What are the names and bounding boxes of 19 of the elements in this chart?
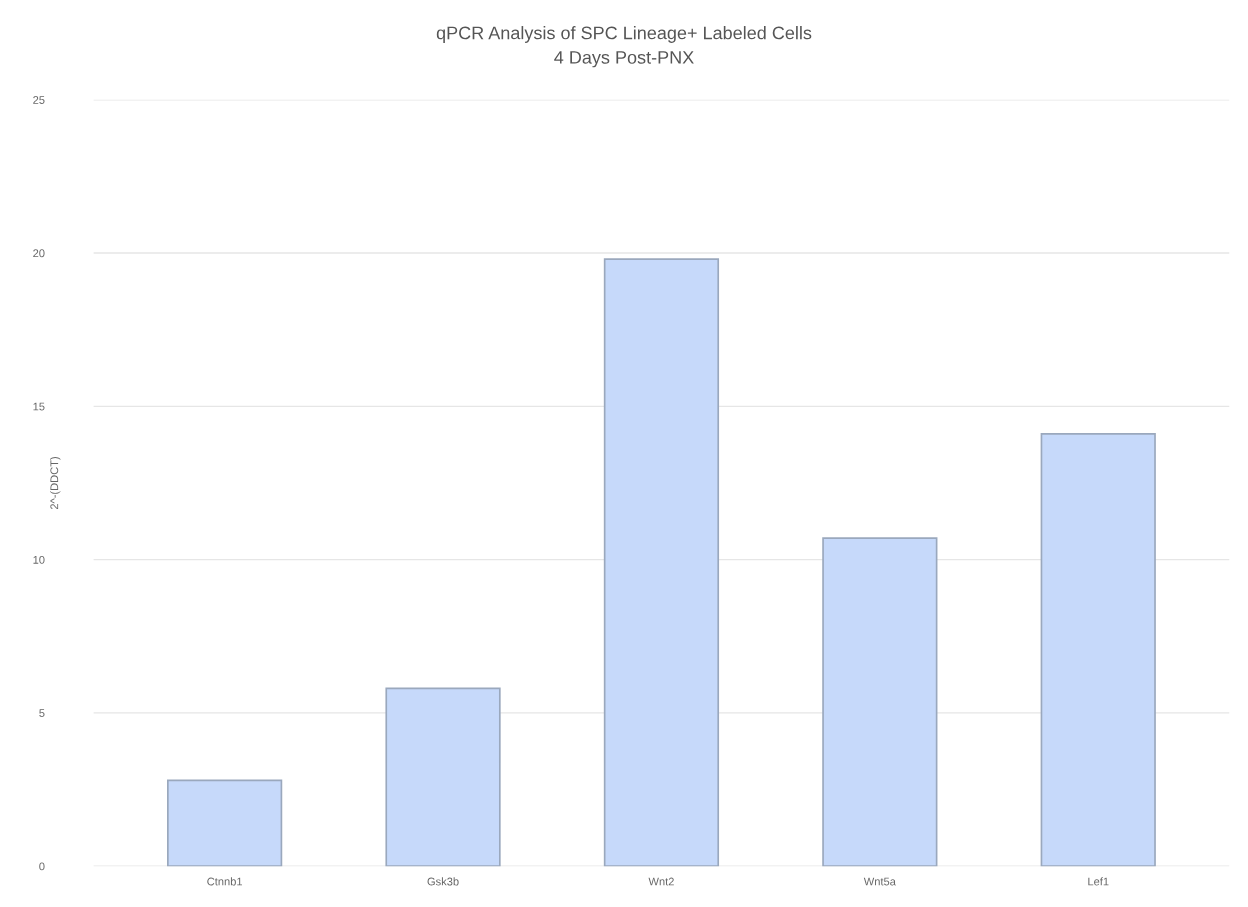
bar (603, 258, 720, 867)
y-tick-label: 0 (39, 862, 45, 871)
bar (167, 779, 283, 867)
y-tick-label: 5 (39, 709, 45, 718)
x-tick-label: Ctnnb1 (207, 877, 243, 886)
chart-subtitle: 4 Days Post-PNX (554, 51, 694, 68)
y-tick-label: 25 (33, 96, 45, 104)
y-axis-title: 2^-(DDCT) (50, 456, 61, 510)
bar (1040, 433, 1156, 867)
bar (822, 537, 938, 867)
x-tick-label: Gsk3b (427, 877, 459, 886)
bar (385, 687, 501, 867)
chart-title: qPCR Analysis of SPC Lineage+ Labeled Cells (436, 26, 812, 43)
x-tick-label: Lef1 (1088, 877, 1109, 886)
y-tick-label: 15 (33, 402, 45, 411)
x-tick-label: Wnt5a (863, 877, 896, 886)
y-tick-label: 10 (33, 555, 45, 564)
x-tick-label: Wnt2 (648, 877, 674, 886)
y-tick-label: 20 (33, 249, 45, 258)
